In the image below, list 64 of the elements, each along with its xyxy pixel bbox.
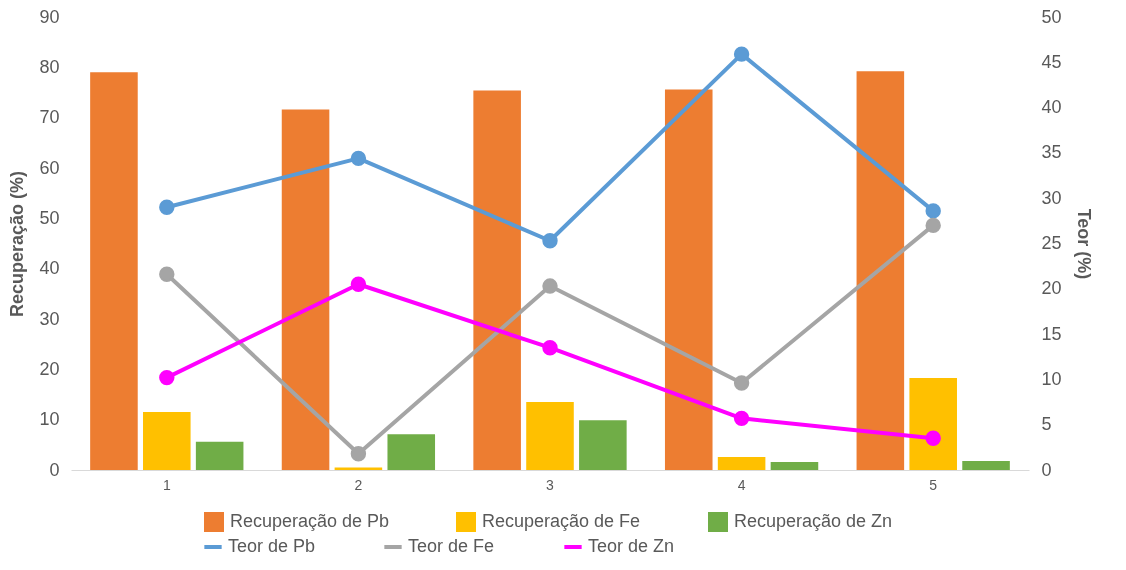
legend-label: Recuperação de Pb	[230, 511, 390, 531]
point	[542, 233, 558, 249]
bar	[473, 90, 521, 470]
x-tick-label: 1	[162, 476, 171, 493]
point	[350, 446, 367, 462]
y-tick-label: 30	[39, 308, 60, 329]
point	[350, 150, 367, 167]
legend-label: Teor de Zn	[588, 536, 675, 556]
bar	[334, 467, 383, 470]
point	[542, 340, 558, 356]
y2-tick-label: 40	[1041, 97, 1062, 118]
point	[733, 375, 750, 391]
point	[159, 266, 175, 282]
bar	[856, 71, 905, 470]
bar	[717, 456, 766, 470]
bar	[387, 434, 436, 470]
point	[542, 278, 558, 294]
point	[159, 369, 175, 386]
y-tick-label: 90	[39, 6, 60, 27]
y2-tick-label: 45	[1041, 51, 1062, 72]
x-tick-label: 4	[737, 476, 746, 493]
x-tick-label: 3	[546, 476, 555, 493]
legend-label: Recuperação de Zn	[734, 511, 893, 531]
y-tick-label: 20	[39, 358, 60, 379]
y-tick-label: 80	[39, 56, 60, 77]
point	[925, 203, 941, 219]
y-tick-label: 40	[39, 258, 60, 279]
bar	[526, 402, 574, 470]
y2-axis-title: Teor (%)	[1073, 208, 1094, 280]
point	[733, 46, 750, 62]
x-tick-label: 5	[929, 476, 938, 493]
y2-tick-label: 10	[1041, 368, 1062, 389]
y-axis-title: Recuperação (%)	[7, 170, 28, 318]
bar	[90, 72, 138, 470]
y2-tick-label: 30	[1041, 187, 1062, 208]
bar	[664, 89, 713, 470]
y2-tick-label: 50	[1041, 6, 1062, 27]
point	[733, 410, 750, 427]
y2-tick-label: 35	[1041, 142, 1062, 163]
y2-tick-label: 15	[1041, 323, 1062, 344]
y-tick-label: 10	[39, 409, 60, 430]
legend-label: Teor de Fe	[408, 536, 495, 556]
y2-tick-label: 25	[1041, 233, 1062, 253]
bar	[281, 109, 330, 470]
y2-tick-label: 20	[1041, 278, 1062, 299]
bar	[143, 412, 191, 470]
bar	[770, 461, 819, 470]
y2-tick-label: 0	[1041, 459, 1052, 480]
y-tick-label: 0	[49, 459, 60, 480]
y-tick-label: 50	[39, 207, 60, 228]
y2-tick-label: 5	[1041, 414, 1052, 435]
legend-label: Recuperação de Fe	[482, 511, 641, 531]
bar	[962, 460, 1010, 470]
point	[925, 430, 941, 446]
bar	[195, 441, 244, 470]
x-tick-label: 2	[354, 476, 363, 493]
point	[159, 199, 175, 215]
point	[925, 217, 941, 234]
legend-label: Teor de Pb	[228, 536, 316, 556]
bar	[909, 377, 957, 470]
y-tick-label: 60	[39, 157, 60, 178]
bar	[579, 420, 627, 470]
point	[350, 276, 367, 292]
y-tick-label: 70	[39, 107, 60, 128]
